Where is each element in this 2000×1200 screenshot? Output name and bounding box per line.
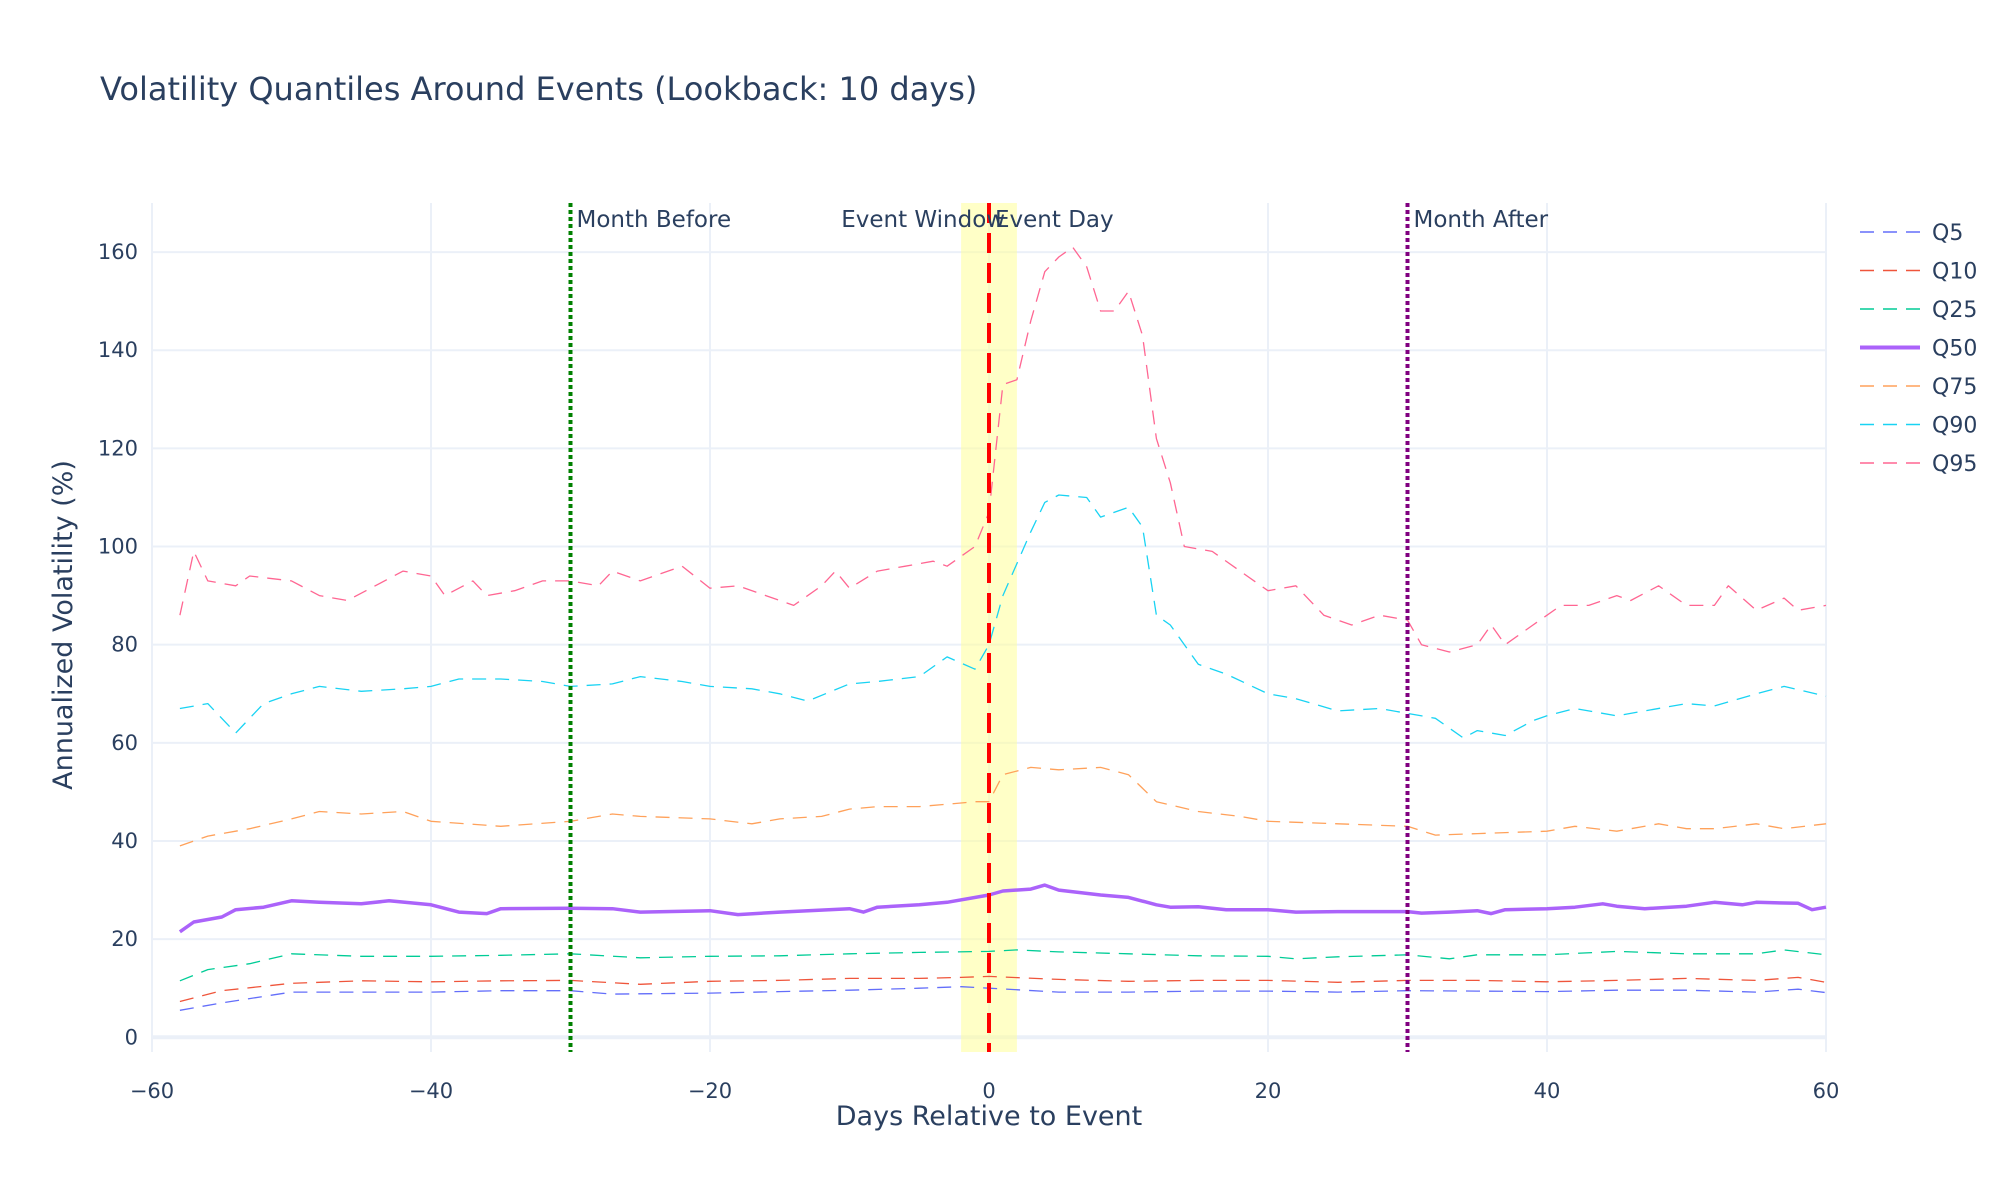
legend-label-q5: Q5: [1932, 221, 1963, 246]
y-tick-label: 0: [125, 1025, 138, 1049]
x-tick-label: −40: [409, 1079, 453, 1103]
legend-label-q10: Q10: [1932, 260, 1977, 285]
legend-label-q90: Q90: [1932, 414, 1977, 439]
x-tick-label: −20: [688, 1079, 732, 1103]
y-tick-label: 120: [98, 436, 138, 460]
legend-label-q50: Q50: [1932, 337, 1977, 362]
y-tick-label: 60: [111, 731, 138, 755]
x-tick-label: −60: [130, 1079, 174, 1103]
series-lines: [178, 246, 1827, 1011]
y-tick-label: 100: [98, 535, 138, 559]
series-line-q95: [179, 246, 1827, 653]
y-tick-label: 140: [98, 338, 138, 362]
event-window-label: Event Window: [841, 207, 1005, 233]
vline-label-month-before: Month Before: [577, 207, 732, 233]
x-tick-label: 40: [1534, 1079, 1561, 1103]
x-tick-label: 0: [982, 1079, 995, 1103]
legend-label-q95: Q95: [1932, 452, 1977, 477]
legend-label-q75: Q75: [1932, 375, 1977, 400]
vline-label-month-after: Month After: [1414, 207, 1549, 233]
y-tick-label: 80: [111, 633, 138, 657]
y-tick-label: 40: [111, 829, 138, 853]
y-axis-title: Annualized Volatility (%): [48, 460, 79, 790]
y-tick-label: 160: [98, 240, 138, 264]
series-line-q50: [178, 883, 1827, 934]
series-line-q10: [179, 975, 1827, 1003]
chart-title: Volatility Quantiles Around Events (Look…: [100, 70, 977, 108]
series-line-q25: [179, 949, 1827, 982]
y-tick-label: 20: [111, 927, 138, 951]
x-axis-title: Days Relative to Event: [836, 1101, 1142, 1132]
x-tick-label: 20: [1255, 1079, 1282, 1103]
vline-label-event-day: Event Day: [995, 207, 1114, 233]
series-line-q90: [179, 494, 1827, 739]
series-line-q75: [179, 766, 1827, 847]
plot-area: 0 20 40 60 80 100 120 140 160 −60 −40 −20 0 20 40 60 Mon…: [98, 203, 1839, 1103]
legend-label-q25: Q25: [1932, 298, 1977, 323]
legend: Q5 Q10 Q25 Q50 Q75 Q90 Q95: [1860, 221, 1977, 477]
x-tick-label: 60: [1813, 1079, 1840, 1103]
